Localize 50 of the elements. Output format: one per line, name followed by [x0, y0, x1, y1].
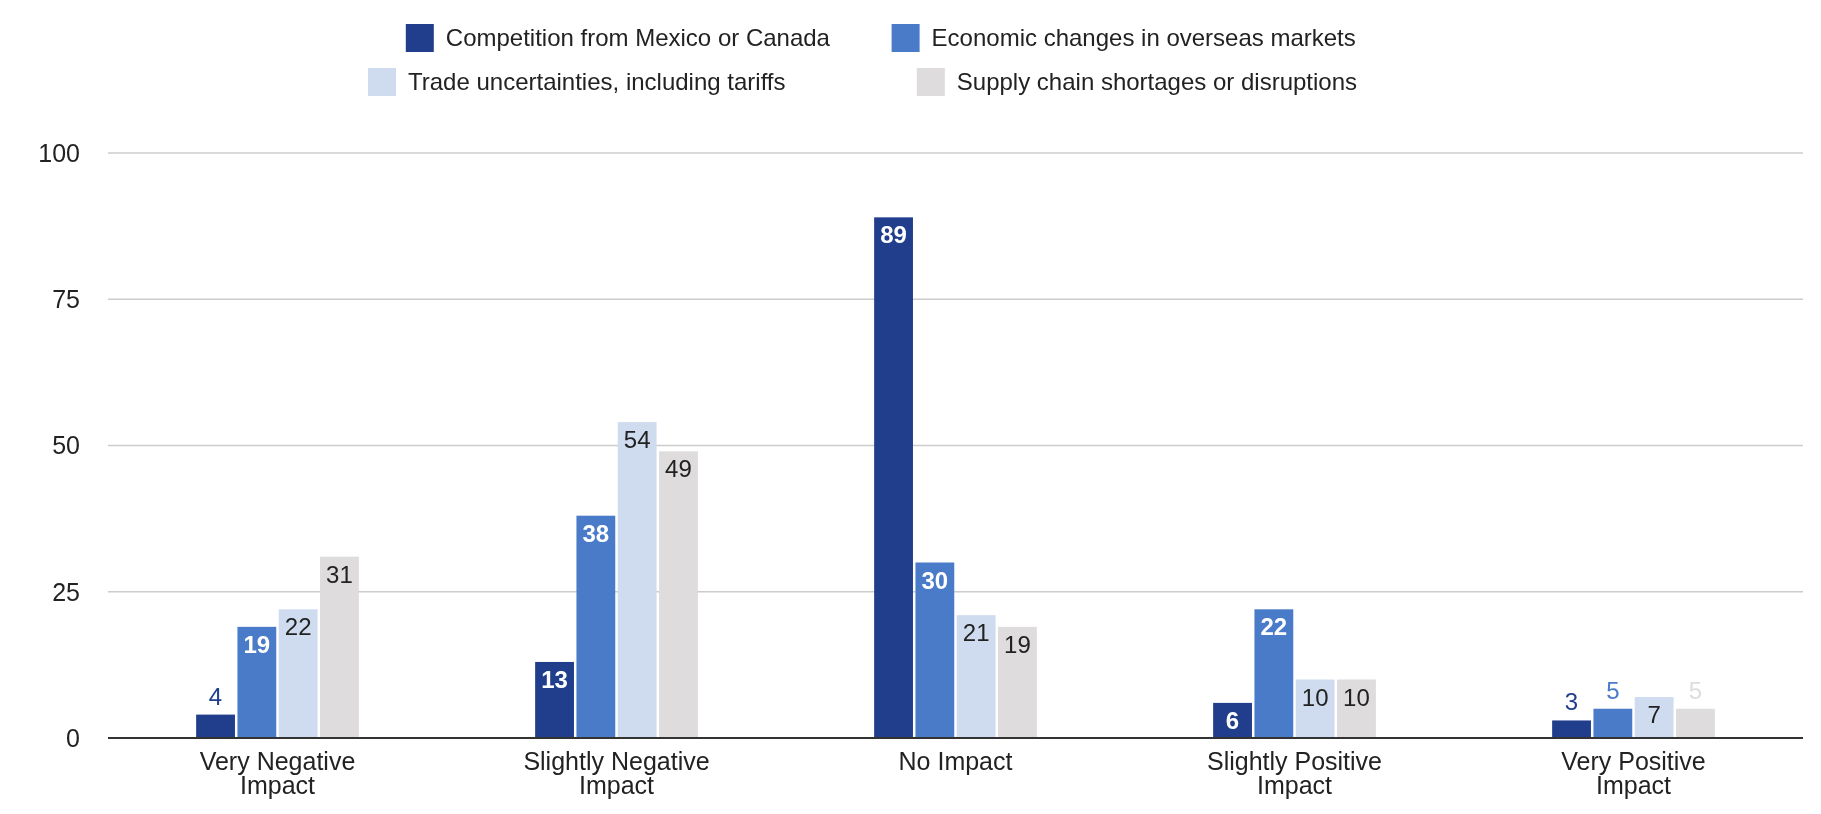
- bar: [998, 626, 1037, 738]
- y-tick-label: 25: [52, 577, 80, 606]
- data-label: 31: [326, 560, 353, 588]
- data-label: 19: [1004, 630, 1031, 658]
- data-label: 4: [208, 682, 223, 710]
- x-tick-label: Slightly Positive Impact: [1206, 747, 1383, 799]
- data-label: 89: [880, 221, 907, 249]
- y-tick-label: 0: [66, 723, 80, 752]
- bar: [1634, 697, 1674, 738]
- x-tick-label: Very Positive Impact: [1561, 747, 1706, 799]
- bar: [659, 451, 698, 738]
- bar: [956, 615, 996, 738]
- data-label: 49: [665, 455, 692, 483]
- legend-label: Competition from Mexico or Canada: [445, 24, 831, 52]
- data-label: 30: [921, 566, 949, 594]
- y-tick-label: 50: [52, 431, 80, 460]
- bar: [278, 609, 318, 738]
- y-tick-label: 100: [38, 138, 80, 167]
- legend-label: Trade uncertainties, including tariffs: [408, 68, 786, 96]
- data-label: 10: [1343, 683, 1370, 711]
- bar: [576, 515, 616, 738]
- bar: [1552, 720, 1591, 738]
- bar: [535, 661, 574, 738]
- data-label: 6: [1225, 706, 1240, 734]
- data-label: 22: [284, 613, 312, 641]
- x-tick-label: Slightly Negative Impact: [523, 747, 710, 799]
- bar: [237, 626, 277, 738]
- legend-label: Economic changes in overseas markets: [931, 24, 1356, 52]
- x-tick-label: Very Negative Impact: [199, 747, 356, 799]
- bar: [1676, 708, 1715, 738]
- data-label: 10: [1301, 683, 1329, 711]
- bar: [1254, 609, 1294, 738]
- data-label: 22: [1260, 613, 1288, 641]
- x-tick-label: No Impact: [898, 747, 1013, 775]
- data-label: 3: [1564, 688, 1579, 716]
- data-label: 13: [541, 665, 568, 693]
- bar: [320, 556, 359, 738]
- data-label: 54: [623, 426, 651, 454]
- bar: [196, 714, 235, 738]
- bar: [1593, 708, 1633, 738]
- data-label: 5: [1606, 676, 1620, 704]
- data-label: 38: [582, 519, 610, 547]
- data-label: 21: [962, 619, 990, 647]
- data-label: 7: [1647, 701, 1661, 729]
- y-tick-label: 75: [52, 285, 80, 313]
- data-label: 19: [243, 630, 271, 658]
- bar: [915, 562, 955, 738]
- bar: [874, 217, 913, 738]
- bar: [617, 422, 657, 738]
- legend-label: Supply chain shortages or disruptions: [956, 68, 1358, 96]
